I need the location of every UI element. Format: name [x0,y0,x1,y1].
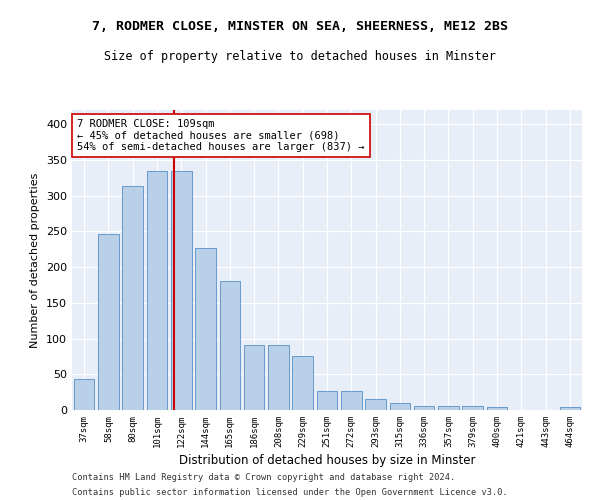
Bar [268,345,289,410]
Text: 7 RODMER CLOSE: 109sqm
← 45% of detached houses are smaller (698)
54% of semi-de: 7 RODMER CLOSE: 109sqm ← 45% of detached… [77,119,365,152]
Bar [244,345,265,410]
Bar [122,186,143,410]
Bar [487,407,508,410]
Bar [292,356,313,410]
Bar [438,406,459,410]
Bar [414,406,434,410]
Bar [220,282,240,410]
Bar [195,248,216,410]
Text: Contains public sector information licensed under the Open Government Licence v3: Contains public sector information licen… [72,488,508,497]
Bar [389,403,410,410]
Text: Size of property relative to detached houses in Minster: Size of property relative to detached ho… [104,50,496,63]
Y-axis label: Number of detached properties: Number of detached properties [31,172,40,348]
Text: Contains HM Land Registry data © Crown copyright and database right 2024.: Contains HM Land Registry data © Crown c… [72,473,455,482]
Bar [98,234,119,410]
Bar [74,378,94,410]
Bar [560,407,580,410]
Bar [365,398,386,410]
Bar [146,170,167,410]
X-axis label: Distribution of detached houses by size in Minster: Distribution of detached houses by size … [179,454,475,467]
Text: 7, RODMER CLOSE, MINSTER ON SEA, SHEERNESS, ME12 2BS: 7, RODMER CLOSE, MINSTER ON SEA, SHEERNE… [92,20,508,33]
Bar [463,406,483,410]
Bar [171,170,191,410]
Bar [341,392,362,410]
Bar [317,392,337,410]
